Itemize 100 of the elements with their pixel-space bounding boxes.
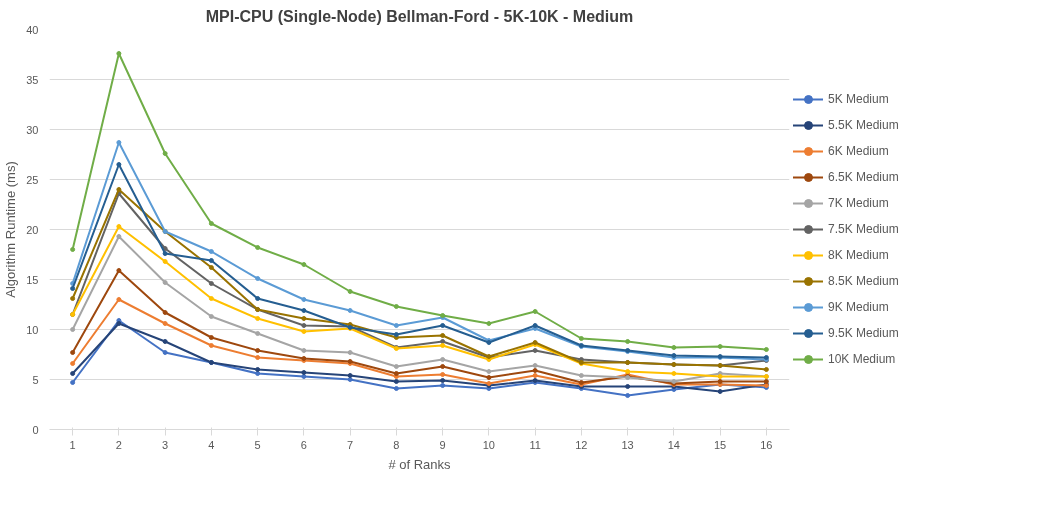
x-tick-label: 6 [300, 438, 307, 451]
point [208, 258, 214, 263]
point [301, 323, 307, 328]
point [301, 262, 307, 267]
y-tick-label: 30 [26, 123, 39, 136]
point [763, 367, 769, 372]
point [440, 372, 446, 377]
point [70, 350, 76, 355]
point [208, 314, 214, 319]
point [255, 367, 261, 372]
legend-label: 5.5K Medium [828, 118, 899, 132]
point [162, 339, 168, 344]
x-tick-label: 12 [575, 438, 588, 451]
point [116, 140, 122, 145]
point [255, 355, 261, 360]
x-tick-label: 5 [254, 438, 261, 451]
point [393, 323, 399, 328]
point [301, 348, 307, 353]
y-tick-label: 35 [26, 73, 39, 86]
point [440, 357, 446, 362]
point [301, 308, 307, 313]
point [116, 51, 122, 56]
point [440, 364, 446, 369]
point [255, 371, 261, 376]
point [532, 309, 538, 314]
y-tick-label: 10 [26, 323, 39, 336]
point [625, 384, 631, 389]
point [70, 247, 76, 252]
point [70, 327, 76, 332]
legend-label: 7.5K Medium [828, 222, 899, 236]
point [208, 281, 214, 286]
point [208, 265, 214, 270]
point [301, 297, 307, 302]
point [347, 289, 353, 294]
point [116, 234, 122, 239]
point [255, 348, 261, 353]
x-axis-title: # of Ranks [388, 456, 452, 472]
x-tick-label: 11 [529, 438, 541, 451]
x-tick-label: 13 [621, 438, 634, 451]
point [532, 348, 538, 353]
y-tick-label: 20 [26, 223, 39, 236]
point [671, 345, 677, 350]
x-tick-label: 8 [393, 438, 400, 451]
point [208, 335, 214, 340]
legend-label: 9K Medium [828, 300, 889, 314]
x-tick-label: 4 [208, 438, 215, 451]
point [255, 296, 261, 301]
point [532, 363, 538, 368]
point [70, 296, 76, 301]
y-tick-label: 15 [26, 273, 39, 286]
x-tick-label: 14 [667, 438, 681, 451]
x-tick-label: 1 [69, 438, 76, 451]
x-tick-label: 9 [439, 438, 446, 451]
x-tick-label: 10 [482, 438, 496, 451]
point [532, 373, 538, 378]
point [347, 373, 353, 378]
point [486, 369, 492, 374]
legend-label: 6K Medium [828, 144, 889, 158]
point [625, 393, 631, 398]
point [116, 224, 122, 229]
point [70, 380, 76, 385]
point [671, 371, 677, 376]
legend-label: 6.5K Medium [828, 170, 899, 184]
point [255, 276, 261, 281]
point [440, 339, 446, 344]
point [70, 371, 76, 376]
point [116, 297, 122, 302]
point [255, 331, 261, 336]
legend-label: 5K Medium [828, 92, 889, 106]
x-tick-label: 15 [714, 438, 727, 451]
y-tick-label: 5 [32, 373, 39, 386]
x-tick-label: 16 [760, 438, 773, 451]
y-axis-title: Algorithm Runtime (ms) [3, 161, 19, 298]
point [532, 368, 538, 373]
point [440, 378, 446, 383]
point [578, 336, 584, 341]
point [255, 316, 261, 321]
point [301, 370, 307, 375]
point [393, 364, 399, 369]
point [208, 221, 214, 226]
chart-title: MPI-CPU (Single-Node) Bellman-Ford - 5K-10K - Medium [205, 7, 634, 25]
point [717, 389, 723, 394]
legend-label: 8K Medium [828, 248, 889, 262]
point [162, 246, 168, 251]
point [162, 151, 168, 156]
point [301, 316, 307, 321]
point [208, 343, 214, 348]
point [393, 386, 399, 391]
point [162, 321, 168, 326]
point [208, 296, 214, 301]
point [578, 373, 584, 378]
y-tick-label: 25 [26, 173, 39, 186]
point [440, 383, 446, 388]
point [301, 329, 307, 334]
y-tick-label: 40 [26, 23, 39, 36]
x-tick-label: 2 [115, 438, 122, 451]
point [162, 350, 168, 355]
point [162, 259, 168, 264]
point [717, 344, 723, 349]
point [162, 280, 168, 285]
